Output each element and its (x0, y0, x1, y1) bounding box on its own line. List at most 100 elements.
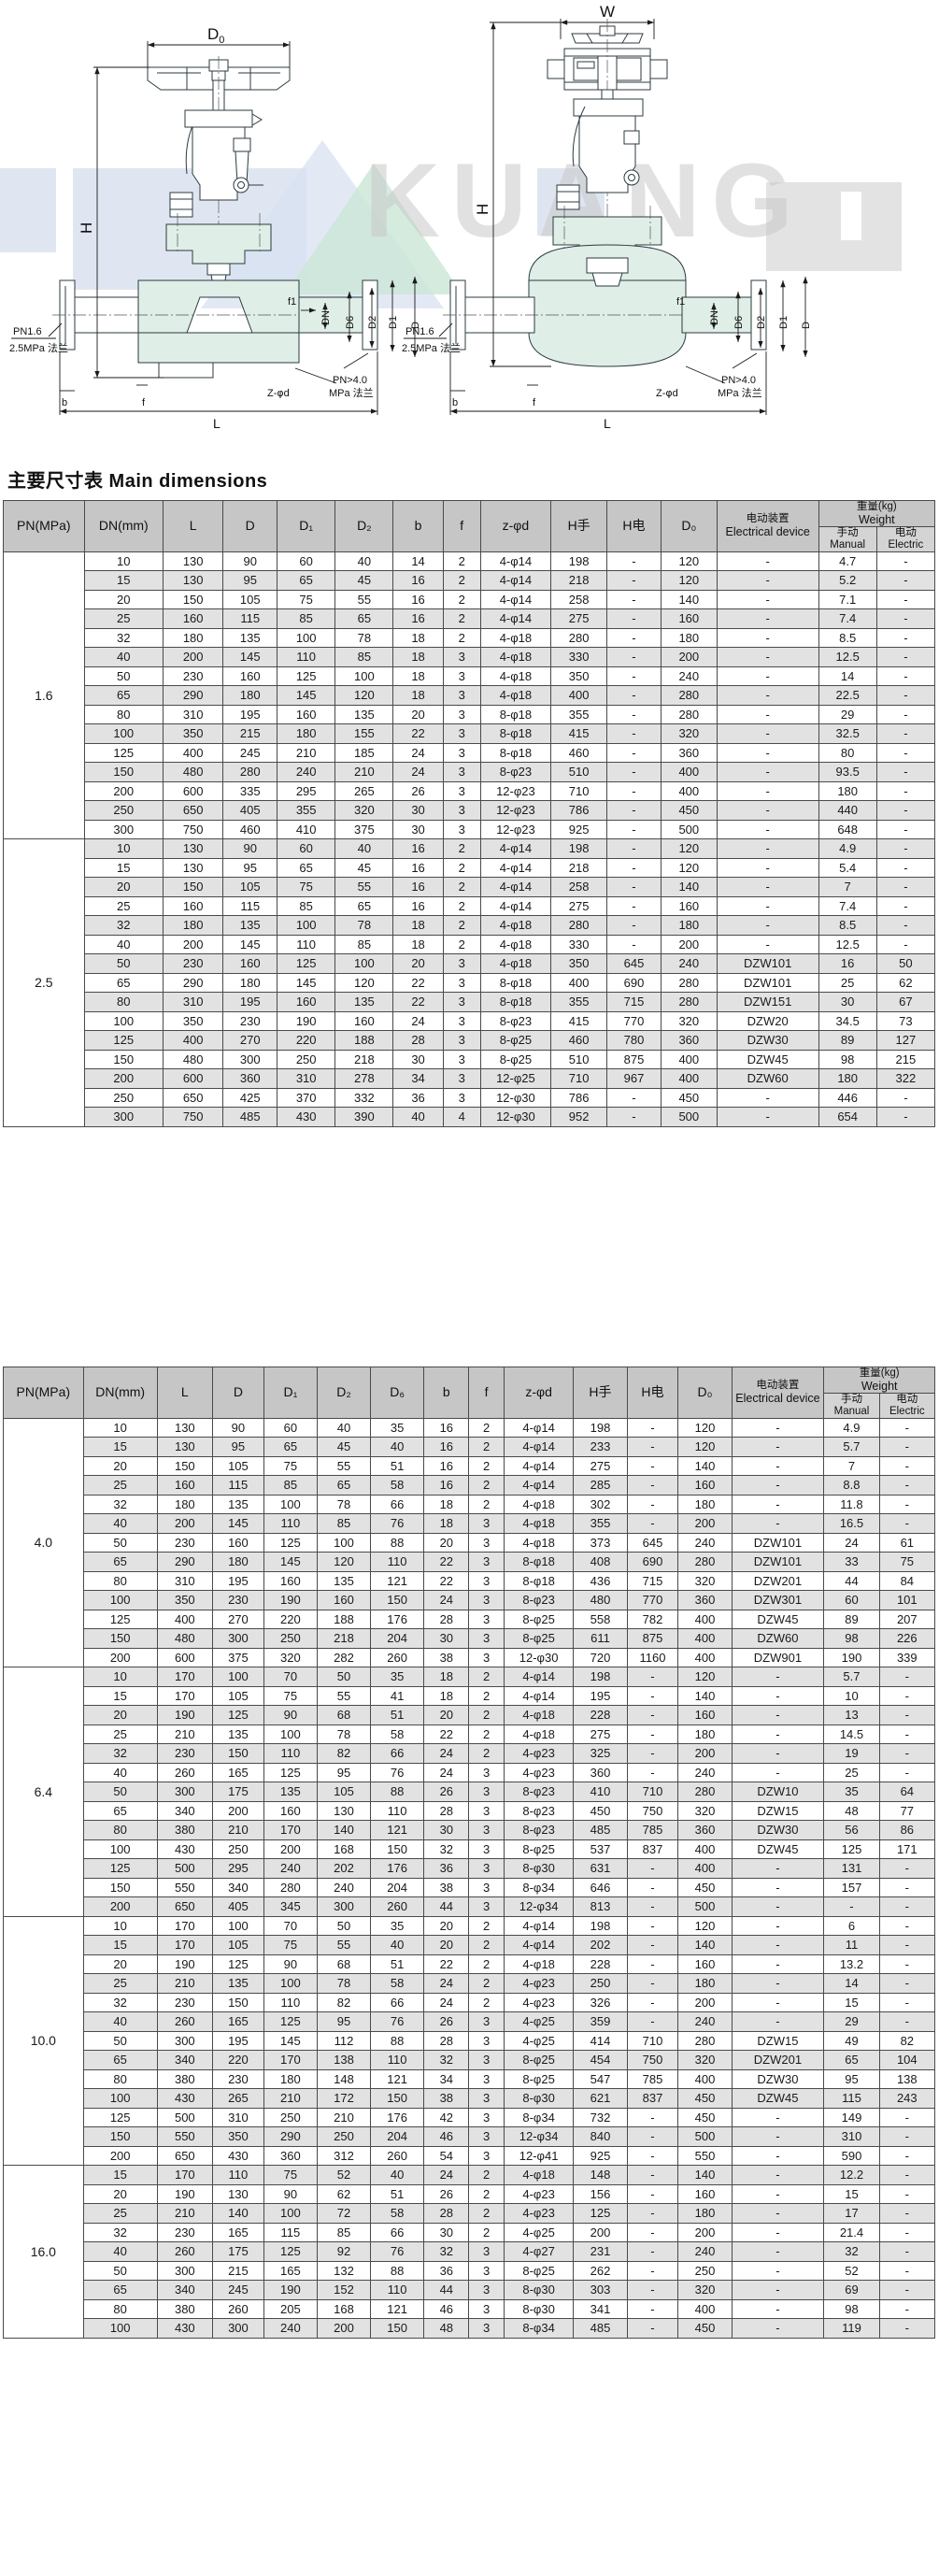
cell-w_manual: 19 (823, 1743, 880, 1764)
table-1-body: 1.6 10 130 90 60 40 14 2 4-φ14 198-120-4.7-15 130 9… (3, 551, 936, 1127)
cell-H_manual: 228 (573, 1953, 628, 1975)
cell-L: 190 (156, 1953, 213, 1975)
cell-D0: 120 (660, 857, 718, 879)
th-pn: PN(MPa) (3, 500, 85, 552)
cell-L: 290 (156, 1552, 213, 1572)
cell-L: 430 (156, 1839, 213, 1860)
cell-L: 130 (162, 551, 224, 572)
cell-H_electric: 837 (626, 2088, 679, 2109)
table-row: 80 380 210 170 140 121 30 3 8-φ23 485 785 360 DZW30 5… (4, 1820, 936, 1840)
cell-zd: 4-φ14 (479, 551, 552, 572)
cell-D2: 85 (334, 647, 394, 667)
th-weight-group: 重量(kg) Weight (818, 500, 936, 527)
cell-w_manual: 12.5 (818, 934, 877, 955)
cell-w_manual: 7.1 (818, 589, 877, 610)
cell-H_manual: 330 (550, 934, 608, 955)
cell-b: 38 (423, 1647, 470, 1668)
cell-b: 42 (423, 2107, 470, 2128)
cell-D2: 40 (334, 551, 394, 572)
cell-zd: 8-φ18 (503, 1570, 575, 1592)
cell-dev: - (731, 1953, 825, 1975)
cell-H_manual: 330 (550, 647, 608, 667)
cell-dev: - (716, 608, 819, 629)
cell-w_electric: - (878, 1494, 936, 1515)
cell-zd: 8-φ25 (503, 2050, 575, 2070)
cell-D1: 75 (277, 877, 336, 897)
table-row: 1.6 10 130 90 60 40 14 2 4-φ14 198-120-4.7- (3, 551, 936, 840)
cell-dn: 40 (82, 1513, 158, 1534)
cell-D: 230 (211, 2068, 264, 2090)
cell-zd: 4-φ18 (479, 915, 552, 936)
cell-D6: 150 (370, 1590, 425, 1610)
cell-w_manual: 5.2 (818, 570, 877, 591)
cell-w_electric: 226 (878, 1628, 936, 1649)
cell-dev: - (716, 647, 819, 667)
cell-w_electric: - (875, 647, 936, 667)
cell-b: 16 (392, 895, 444, 917)
cell-D0: 160 (660, 895, 718, 917)
cell-w_manual: 16 (818, 953, 877, 974)
cell-dn: 80 (82, 2298, 158, 2320)
cell-L: 170 (156, 2165, 213, 2185)
cell-f: 3 (468, 1647, 505, 1668)
cell-dn: 50 (82, 2030, 158, 2052)
cell-dn: 50 (82, 1532, 158, 1553)
cell-D6: 88 (370, 1782, 425, 1802)
cell-D1: 125 (263, 2241, 318, 2262)
cell-dev: DZW101 (731, 1532, 825, 1553)
cell-f: 3 (442, 685, 481, 706)
cell-w_electric: - (875, 857, 936, 879)
cell-f: 2 (468, 1935, 505, 1955)
cell-L: 230 (156, 1743, 213, 1764)
cell-zd: 8-φ25 (503, 1839, 575, 1860)
cell-dev: - (716, 762, 819, 782)
cell-dev: - (716, 665, 819, 687)
cell-L: 550 (156, 2126, 213, 2147)
cell-zd: 4-φ23 (503, 2203, 575, 2224)
cell-w_electric: - (878, 1724, 936, 1745)
cell-H_electric: 770 (606, 1010, 662, 1032)
cell-L: 380 (156, 2298, 213, 2320)
cell-H_electric: 875 (606, 1049, 662, 1070)
cell-b: 26 (423, 2183, 470, 2205)
cell-H_manual: 400 (550, 685, 608, 706)
table-row: 125 400 245 210 185 24 3 8-φ18 460-360-80- (4, 742, 936, 764)
cell-w_manual: 11 (823, 1935, 880, 1955)
cell-dn: 40 (83, 934, 164, 955)
cell-H_electric: 645 (626, 1532, 679, 1553)
th-weight-electric: 电动 Electric (875, 525, 936, 552)
cell-D0: 180 (660, 627, 718, 649)
cell-D2: 140 (316, 1820, 372, 1840)
technical-drawing: .ln{stroke:#2b3b40;stroke-width:1;fill:n… (0, 0, 939, 456)
cell-dn: 32 (82, 2222, 158, 2243)
cell-H_manual: 200 (573, 2222, 628, 2243)
cell-L: 290 (162, 972, 224, 994)
cell-w_electric: - (875, 915, 936, 936)
cell-H_manual: 485 (573, 2318, 628, 2339)
drawing-label-d-left: D (410, 322, 421, 329)
cell-D1: 190 (263, 2280, 318, 2300)
cell-H_electric: - (606, 685, 662, 706)
cell-dev: - (716, 934, 819, 955)
cell-w_manual: 7.4 (818, 895, 877, 917)
cell-D: 195 (211, 2030, 264, 2052)
cell-D2: 168 (316, 2298, 372, 2320)
cell-dn: 250 (83, 800, 164, 821)
cell-dn: 50 (83, 953, 164, 974)
cell-w_electric: - (878, 1667, 936, 1687)
cell-dev: - (731, 1973, 825, 1994)
cell-w_electric: 127 (875, 1030, 936, 1051)
cell-D2: 45 (334, 570, 394, 591)
cell-D6: 58 (370, 2203, 425, 2224)
cell-zd: 12-φ30 (479, 1107, 552, 1127)
cell-D1: 65 (263, 1437, 318, 1457)
cell-L: 190 (156, 2183, 213, 2205)
cell-zd: 4-φ18 (503, 1494, 575, 1515)
cell-D0: 360 (660, 742, 718, 764)
cell-D1: 60 (277, 838, 336, 859)
cell-dev: - (731, 2203, 825, 2224)
cell-H_electric: - (626, 2318, 679, 2339)
table-row: 25 160 115 85 65 58 16 2 4-φ14 285-160-8.8- (4, 1475, 936, 1496)
cell-D1: 70 (263, 1915, 318, 1937)
cell-D1: 190 (277, 1010, 336, 1032)
